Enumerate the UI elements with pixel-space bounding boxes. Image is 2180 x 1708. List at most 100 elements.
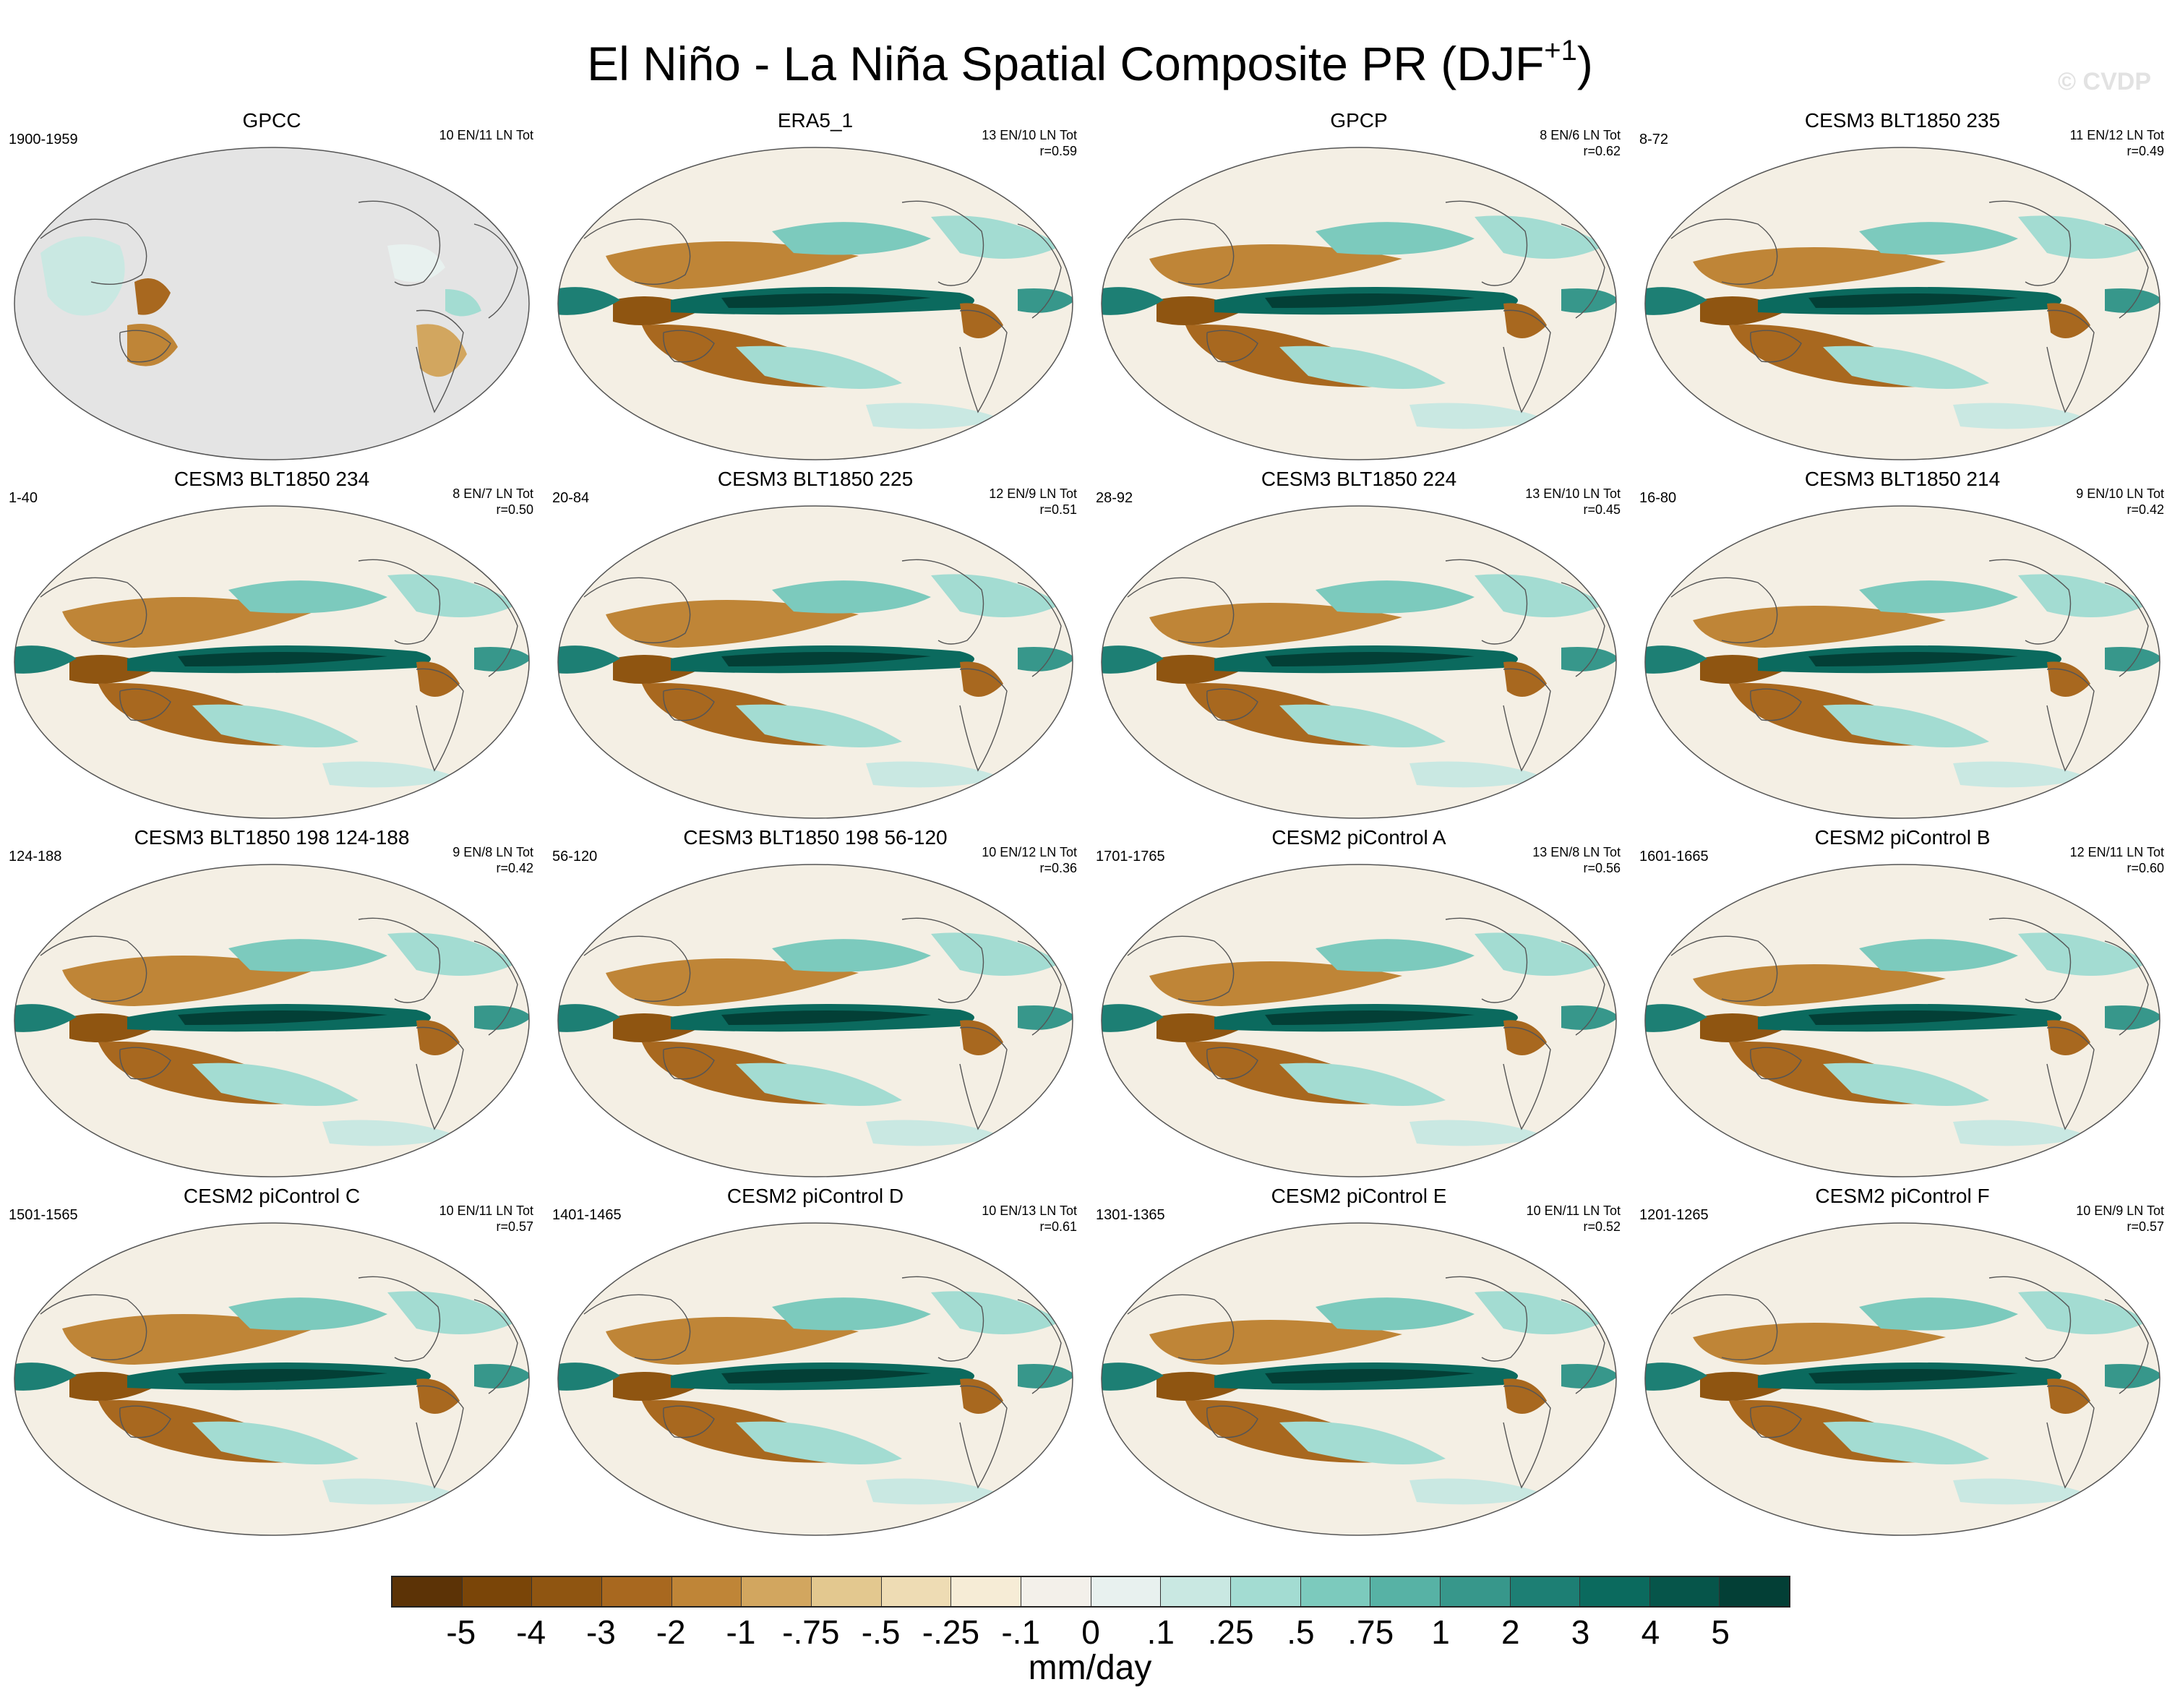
atlantic-wet-anomaly — [2105, 1364, 2160, 1389]
south-america-wet-anomaly — [445, 289, 481, 317]
event-counts: 10 EN/9 LN Tot — [2076, 1203, 2164, 1218]
panel-years: 28-92 — [1096, 490, 1133, 506]
indian-ocean-wet-anomaly — [14, 645, 77, 674]
panel-years: 1900-1959 — [9, 132, 78, 147]
map-field — [1645, 506, 2160, 818]
atlantic-wet-anomaly — [474, 647, 529, 671]
colorbar-swatch — [1649, 1577, 1720, 1606]
colorbar-swatch — [1091, 1577, 1162, 1606]
north-atlantic-wet-band — [387, 1291, 518, 1334]
colorbar-swatch — [532, 1577, 602, 1606]
title-close: ) — [1576, 37, 1593, 90]
north-atlantic-wet-band — [1475, 1291, 1605, 1334]
amazon-dry-anomaly — [2047, 661, 2090, 697]
map-field — [14, 1223, 529, 1535]
map-plot — [1101, 864, 1617, 1177]
pattern-correlation: r=0.57 — [2127, 1219, 2164, 1234]
south-pacific-wet-band — [1279, 346, 1446, 389]
map-plot — [1644, 505, 2160, 819]
colorbar-swatch — [1021, 1577, 1091, 1606]
atlantic-wet-anomaly — [1018, 1364, 1073, 1389]
coastline — [959, 668, 1008, 772]
south-pacific-wet-band — [736, 1063, 902, 1106]
indian-ocean-wet-anomaly — [1645, 287, 1707, 315]
coastline — [1988, 200, 2072, 286]
pattern-correlation: r=0.50 — [496, 502, 533, 517]
coastline — [40, 577, 147, 644]
panel-title: CESM2 piControl F — [1815, 1185, 1990, 1207]
panel-counts: 10 EN/13 LN Tot r=0.61 — [982, 1203, 1077, 1235]
colorbar-swatch — [1440, 1577, 1511, 1606]
colorbar-swatch — [392, 1577, 463, 1606]
map-panel: CESM2 piControl C 1501-1565 10 EN/11 LN To… — [0, 1183, 544, 1541]
colorbar-tick-label: .5 — [1287, 1613, 1315, 1651]
pattern-correlation: r=0.51 — [1039, 502, 1077, 517]
north-atlantic-wet-band — [387, 574, 518, 617]
panel-title: CESM2 piControl D — [726, 1185, 904, 1207]
panel-title: CESM3 BLT1850 234 — [173, 468, 370, 490]
coastline — [1017, 1299, 1062, 1394]
map-field — [558, 506, 1073, 818]
map-panel: CESM2 piControl B 1601-1665 12 EN/11 LN To… — [1631, 824, 2174, 1183]
northern-dry-arm — [1149, 1320, 1402, 1365]
map-field — [558, 147, 1073, 460]
north-atlantic-wet-band — [2018, 215, 2148, 259]
panel-years: 1701-1765 — [1096, 849, 1165, 864]
pacific-wet-core — [1265, 293, 1475, 308]
atlantic-wet-anomaly — [1561, 647, 1616, 671]
coastline — [1206, 688, 1258, 721]
coastline — [473, 1299, 518, 1394]
map-field — [558, 864, 1073, 1177]
panel-counts: 13 EN/8 LN Tot r=0.56 — [1532, 844, 1621, 876]
coastline — [1503, 668, 1551, 772]
colorbar-swatch — [601, 1577, 672, 1606]
pacific-wet-core — [721, 293, 931, 308]
south-america-dry-anomaly — [416, 324, 467, 377]
panel-title: CESM3 BLT1850 224 — [1261, 468, 1457, 490]
panel-years: 1301-1365 — [1096, 1207, 1165, 1223]
map-plot — [1101, 1222, 1617, 1536]
pattern-correlation: r=0.42 — [496, 861, 533, 875]
coastline — [40, 1294, 147, 1361]
north-atlantic-wet-band — [1475, 574, 1605, 617]
atlantic-wet-anomaly — [1561, 288, 1616, 313]
colorbar-swatch — [671, 1577, 742, 1606]
title-superscript: +1 — [1544, 35, 1577, 66]
southern-ocean-wet-band — [322, 761, 460, 788]
coastline — [2046, 1385, 2095, 1489]
north-atlantic-wet-band — [931, 215, 1061, 259]
pacific-wet-core — [178, 1010, 387, 1025]
colorbar-swatch — [1580, 1577, 1650, 1606]
southern-ocean-wet-band — [1953, 761, 2090, 788]
map-panel: CESM2 piControl A 1701-1765 13 EN/8 LN Tot… — [1087, 824, 1631, 1183]
panel-years: 1501-1565 — [9, 1207, 78, 1223]
colorbar-tick-label: -4 — [516, 1613, 546, 1651]
coastline — [2104, 223, 2149, 319]
coastline — [416, 1026, 464, 1130]
coastline — [1206, 1405, 1258, 1438]
panel-years: 1401-1465 — [552, 1207, 622, 1223]
map-panel: CESM3 BLT1850 198 124-188 124-188 9 EN/8 L… — [0, 824, 544, 1183]
pattern-correlation: r=0.49 — [2127, 144, 2164, 158]
pacific-wet-core — [721, 1010, 931, 1025]
panel-title: CESM3 BLT1850 198 56-120 — [683, 826, 948, 849]
panel-years: 8-72 — [1639, 132, 1669, 147]
atlantic-wet-anomaly — [1018, 647, 1073, 671]
coastline — [1750, 330, 1802, 363]
coastline — [358, 559, 441, 645]
pattern-correlation: r=0.52 — [1583, 1219, 1621, 1234]
colorbar-tick-label: -1 — [726, 1613, 756, 1651]
northern-dry-arm — [1693, 1323, 1946, 1365]
coastline — [663, 1405, 715, 1438]
panel-years: 16-80 — [1639, 490, 1677, 506]
event-counts: 8 EN/7 LN Tot — [452, 486, 533, 501]
panel-title: ERA5_1 — [777, 109, 854, 132]
colorbar-tick-label: -.25 — [922, 1613, 980, 1651]
coastline — [959, 309, 1008, 413]
indian-ocean-wet-anomaly — [14, 1004, 77, 1032]
panel-counts: 10 EN/11 LN Tot r=0.52 — [1527, 1203, 1621, 1235]
coastline — [901, 1276, 984, 1362]
panel-counts: 13 EN/10 LN Tot r=0.59 — [982, 127, 1077, 159]
map-panel: ERA5_1 13 EN/10 LN Tot r=0.59 — [544, 107, 1087, 465]
coastline — [1988, 559, 2072, 645]
